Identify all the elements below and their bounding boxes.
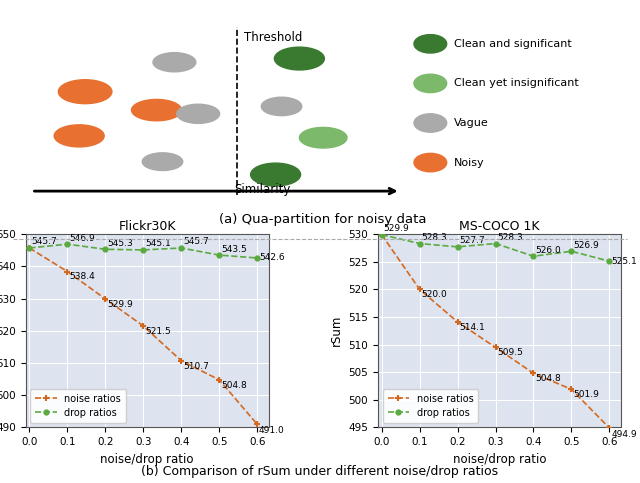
Text: 491.0: 491.0	[259, 426, 285, 435]
Text: Clean yet insignificant: Clean yet insignificant	[454, 78, 579, 88]
Legend: noise ratios, drop ratios: noise ratios, drop ratios	[31, 389, 126, 423]
Text: Similarity: Similarity	[234, 183, 291, 196]
Text: 542.6: 542.6	[259, 254, 285, 262]
X-axis label: noise/drop ratio: noise/drop ratio	[452, 453, 546, 466]
Text: 543.5: 543.5	[221, 244, 247, 254]
Text: 528.3: 528.3	[422, 233, 447, 242]
Text: 529.9: 529.9	[108, 300, 133, 309]
drop ratios	[102, 246, 109, 252]
Text: 526.9: 526.9	[573, 241, 599, 250]
noise ratios	[26, 245, 33, 251]
noise ratios	[177, 358, 185, 364]
Text: Threshold: Threshold	[244, 31, 303, 44]
Text: Clean and significant: Clean and significant	[454, 39, 572, 49]
Ellipse shape	[177, 104, 220, 123]
Text: 538.4: 538.4	[69, 272, 95, 282]
drop ratios	[568, 248, 575, 254]
Text: 529.9: 529.9	[383, 224, 409, 233]
drop ratios	[605, 258, 613, 264]
Line: noise ratios: noise ratios	[26, 244, 260, 428]
Text: 545.1: 545.1	[145, 240, 171, 248]
noise ratios	[253, 421, 261, 427]
Ellipse shape	[132, 99, 182, 121]
noise ratios	[492, 344, 499, 350]
drop ratios	[177, 245, 185, 251]
Ellipse shape	[300, 128, 347, 148]
noise ratios	[63, 269, 71, 274]
noise ratios	[140, 323, 147, 329]
Ellipse shape	[414, 114, 447, 132]
Line: drop ratios: drop ratios	[27, 242, 260, 260]
Text: 510.7: 510.7	[183, 362, 209, 371]
Text: 501.9: 501.9	[573, 390, 599, 399]
Text: 545.3: 545.3	[108, 239, 133, 248]
Text: Noisy: Noisy	[454, 157, 484, 168]
Text: 546.9: 546.9	[69, 234, 95, 242]
Ellipse shape	[414, 74, 447, 93]
Text: 526.0: 526.0	[536, 246, 561, 255]
Text: 514.1: 514.1	[460, 323, 485, 332]
Ellipse shape	[142, 153, 183, 170]
X-axis label: noise/drop ratio: noise/drop ratio	[100, 453, 194, 466]
Text: 520.0: 520.0	[422, 290, 447, 299]
Text: 527.7: 527.7	[460, 236, 485, 245]
Ellipse shape	[54, 125, 104, 147]
drop ratios	[215, 252, 223, 258]
Text: 545.7: 545.7	[31, 238, 57, 246]
Text: 494.9: 494.9	[611, 430, 637, 439]
drop ratios	[26, 245, 33, 251]
Text: 504.8: 504.8	[536, 374, 561, 384]
noise ratios	[215, 377, 223, 383]
noise ratios	[568, 386, 575, 392]
Text: 545.7: 545.7	[183, 238, 209, 246]
drop ratios	[454, 244, 461, 250]
Title: Flickr30K: Flickr30K	[118, 220, 176, 233]
noise ratios	[102, 296, 109, 302]
Ellipse shape	[251, 163, 301, 186]
Text: 509.5: 509.5	[497, 348, 524, 357]
drop ratios	[253, 255, 261, 261]
Text: 504.8: 504.8	[221, 381, 247, 390]
Legend: noise ratios, drop ratios: noise ratios, drop ratios	[383, 389, 478, 423]
Ellipse shape	[58, 80, 112, 104]
Y-axis label: rSum: rSum	[330, 315, 342, 346]
Ellipse shape	[275, 47, 324, 70]
noise ratios	[454, 319, 461, 325]
noise ratios	[530, 370, 538, 376]
Text: (a) Qua-partition for noisy data: (a) Qua-partition for noisy data	[220, 213, 427, 226]
Title: MS-COCO 1K: MS-COCO 1K	[459, 220, 540, 233]
Line: drop ratios: drop ratios	[380, 232, 612, 264]
drop ratios	[63, 241, 71, 247]
Text: 528.3: 528.3	[497, 233, 523, 242]
noise ratios	[378, 232, 385, 238]
drop ratios	[378, 232, 385, 238]
drop ratios	[530, 254, 538, 259]
noise ratios	[416, 286, 424, 292]
Line: noise ratios: noise ratios	[378, 231, 613, 431]
Ellipse shape	[261, 97, 302, 115]
Text: Vague: Vague	[454, 118, 489, 128]
Text: 521.5: 521.5	[145, 327, 171, 336]
Ellipse shape	[153, 53, 196, 72]
drop ratios	[492, 241, 499, 246]
Text: 525.1: 525.1	[611, 256, 637, 266]
noise ratios	[605, 425, 613, 431]
drop ratios	[140, 247, 147, 253]
Text: (b) Comparison of rSum under different noise/drop ratios: (b) Comparison of rSum under different n…	[141, 465, 499, 478]
drop ratios	[416, 241, 424, 246]
Ellipse shape	[414, 35, 447, 53]
Ellipse shape	[414, 154, 447, 172]
